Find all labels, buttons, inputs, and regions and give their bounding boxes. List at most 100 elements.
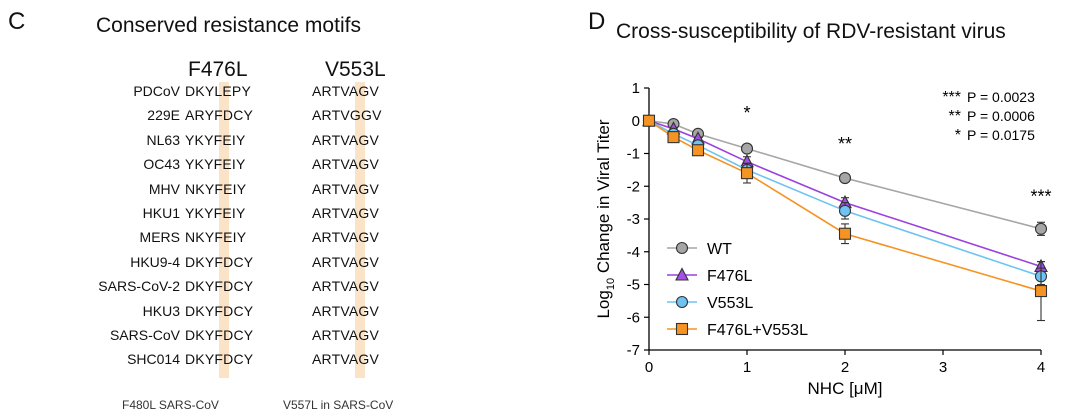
motif-v553l-sequence: ARTVAGV xyxy=(312,327,380,343)
y-tick-label: -5 xyxy=(627,277,640,294)
virus-name: MHV xyxy=(148,180,180,197)
motif-row: OC43 YKYFEIY ARTVAGV xyxy=(0,156,480,176)
virus-name: NL63 xyxy=(146,131,180,148)
motif-f476l-sequence: NKYFEIY xyxy=(185,180,247,197)
motif-v553l-sequence: ARTVAGV xyxy=(312,278,380,295)
virus-name: HKU9-4 xyxy=(130,253,180,270)
virus-name: MERS xyxy=(139,229,180,246)
f476l-highlight-column xyxy=(219,82,229,378)
motif-v553l-sequence: ARTVAGV xyxy=(312,351,380,368)
motif-v553l-sequence: ARTVAGV xyxy=(312,229,380,246)
motif-header-v553l: V553L xyxy=(325,58,386,81)
y-tick-label: -7 xyxy=(627,342,640,359)
legend-label-f476l-v553l: F476L+V553L xyxy=(707,322,808,339)
footnote-v557l: V557L in SARS-CoV xyxy=(283,398,394,412)
motif-row: SARS-CoV DKYFDCY ARTVAGV xyxy=(0,327,480,347)
motif-f476l-sequence: YKYFEIY xyxy=(185,131,246,148)
x-axis-label: NHC [μM] xyxy=(808,379,883,398)
motif-f476l-sequence: DKYFDCY xyxy=(185,351,254,368)
panel-c-title: Conserved resistance motifs xyxy=(96,14,361,37)
motif-row: HKU3 DKYFDCY ARTVAGV xyxy=(0,303,480,323)
motif-f476l-sequence: NKYFEIY xyxy=(185,229,247,246)
v553l-highlight-column xyxy=(355,82,365,378)
legend-marker-f476l-v553l xyxy=(675,322,689,336)
y-tick-label: -1 xyxy=(627,146,640,163)
legend-label-wt: WT xyxy=(707,241,732,258)
virus-name: 229E xyxy=(147,107,180,124)
motif-row: MHV NKYFEIY ARTVAGV xyxy=(0,181,480,201)
x-tick-label: 3 xyxy=(939,359,947,376)
y-tick-label: -3 xyxy=(627,211,640,228)
virus-name: OC43 xyxy=(143,156,180,173)
data-point-f476l-v553l xyxy=(740,167,754,180)
motif-v553l-sequence: ARTVAGV xyxy=(312,131,380,148)
motif-v553l-sequence: ARTVAGV xyxy=(312,180,380,197)
virus-name: PDCoV xyxy=(133,83,180,99)
motif-f476l-sequence: DKYFDCY xyxy=(185,327,254,343)
y-tick-label: -6 xyxy=(627,309,640,326)
y-axis-label: Log10 Change in Viral Titer xyxy=(594,119,617,318)
data-point-f476l-v553l xyxy=(642,114,656,127)
y-tick-label: 0 xyxy=(632,113,640,130)
motif-row: 229E ARYFDCY ARTVGGV xyxy=(0,107,480,127)
legend-label-f476l: F476L xyxy=(707,268,752,285)
motif-row: HKU1 YKYFEIY ARTVAGV xyxy=(0,205,480,225)
motif-f476l-sequence: YKYFEIY xyxy=(185,156,246,173)
panel-d-letter: D xyxy=(588,8,606,35)
data-point-f476l-v553l xyxy=(838,227,852,240)
motif-row: SHC014 DKYFDCY ARTVAGV xyxy=(0,351,480,371)
x-tick-label: 4 xyxy=(1037,359,1045,376)
motif-f476l-sequence: DKYLEPY xyxy=(185,83,251,99)
motif-v553l-sequence: ARTVAGV xyxy=(312,156,380,173)
motif-header-f476l: F476L xyxy=(188,58,248,81)
data-point-f476l-v553l xyxy=(691,144,705,157)
pvalue-stars: *** xyxy=(942,89,961,106)
chart-title: Cross-susceptibility of RDV-resistant vi… xyxy=(616,20,1006,43)
legend-label-v553l: V553L xyxy=(707,295,753,312)
y-tick-label: 1 xyxy=(632,80,640,97)
motif-v553l-sequence: ARTVAGV xyxy=(312,83,380,99)
footnote-f480l: F480L SARS-CoV xyxy=(122,398,219,412)
y-tick-label: -2 xyxy=(627,178,640,195)
series-line-f476l xyxy=(648,119,1042,268)
motif-row: NL63 YKYFEIY ARTVAGV xyxy=(0,132,480,152)
motif-row: HKU9-4 DKYFDCY ARTVAGV xyxy=(0,254,480,274)
data-point-f476l-v553l xyxy=(667,131,680,144)
motif-f476l-sequence: YKYFEIY xyxy=(185,205,246,221)
data-point-wt xyxy=(1034,222,1048,235)
motif-f476l-sequence: DKYFDCY xyxy=(185,253,254,270)
x-tick-label: 0 xyxy=(645,359,653,376)
motif-v553l-sequence: ARTVAGV xyxy=(312,302,380,319)
legend-marker-v553l xyxy=(675,295,689,309)
data-point-v553l xyxy=(838,204,852,217)
motif-v553l-sequence: ARTVAGV xyxy=(312,205,380,221)
y-tick-label: -4 xyxy=(627,244,640,261)
motif-row: SARS-CoV-2 DKYFDCY ARTVAGV xyxy=(0,278,480,298)
panel-c-letter: C xyxy=(8,8,26,35)
data-point-wt xyxy=(740,142,754,155)
virus-name: HKU3 xyxy=(142,302,180,319)
pvalue-text: P = 0.0023 xyxy=(967,89,1035,105)
motif-f476l-sequence: DKYFDCY xyxy=(185,278,254,295)
motif-f476l-sequence: DKYFDCY xyxy=(185,302,254,319)
virus-name: SHC014 xyxy=(127,351,180,368)
x-tick-label: 1 xyxy=(743,359,751,376)
data-point-wt xyxy=(838,172,852,185)
motif-v553l-sequence: ARTVAGV xyxy=(312,253,380,270)
legend-marker-f476l xyxy=(675,267,689,281)
data-point-f476l-v553l xyxy=(1034,285,1048,298)
viral-titer-line-chart: 1 0 -1 -2 -3 -4 -5 -6 -7 0 1 2 3 4 NHC [μM] Log10 Chang… xyxy=(594,80,1052,398)
virus-name: HKU1 xyxy=(142,205,180,221)
legend-marker-wt xyxy=(675,241,689,255)
motif-v553l-sequence: ARTVGGV xyxy=(312,107,382,124)
virus-name: SARS-CoV xyxy=(109,327,180,343)
motif-row: PDCoV DKYLEPY ARTVAGV xyxy=(0,83,480,103)
significance-mark: *** xyxy=(1030,187,1051,207)
motif-f476l-sequence: ARYFDCY xyxy=(185,107,254,124)
x-tick-label: 2 xyxy=(841,359,849,376)
significance-mark: ** xyxy=(838,134,852,154)
pvalue-text: P = 0.0175 xyxy=(967,127,1035,143)
pvalue-text: P = 0.0006 xyxy=(967,108,1035,124)
pvalue-stars: * xyxy=(955,127,961,144)
pvalue-stars: ** xyxy=(949,108,961,125)
